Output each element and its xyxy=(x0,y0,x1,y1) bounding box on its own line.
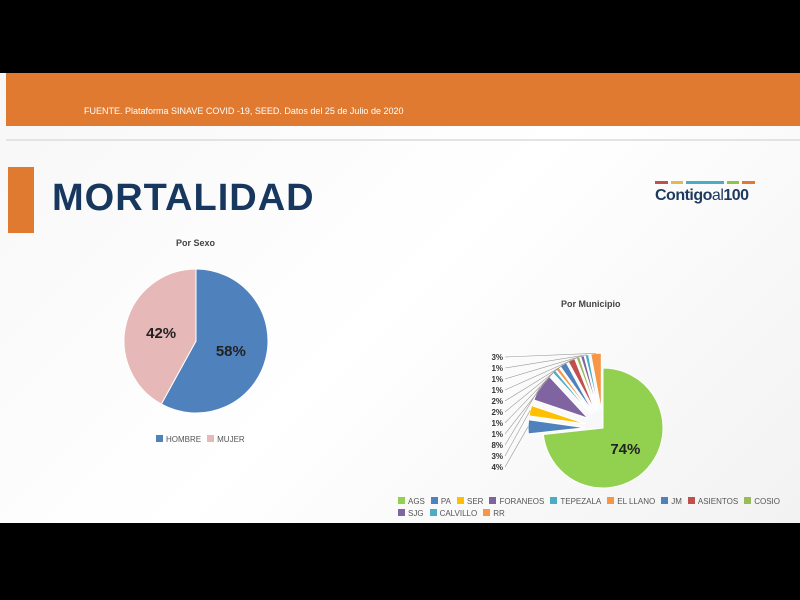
divider xyxy=(6,139,800,141)
data-label: 3% xyxy=(491,353,503,362)
data-label: 74% xyxy=(610,441,640,458)
legend-item: RR xyxy=(483,509,505,518)
data-label: 2% xyxy=(491,408,503,417)
data-label: 42% xyxy=(146,325,176,342)
logo-bar xyxy=(686,181,724,184)
leader-line xyxy=(504,357,578,391)
legend-item: ASIENTOS xyxy=(687,497,738,506)
slide: FUENTE. Plataforma SINAVE COVID -19, SEE… xyxy=(0,73,800,523)
legend-item: CALVILLO xyxy=(429,509,477,518)
chart-title-municipio: Por Municipio xyxy=(561,299,621,309)
legend-item: HOMBRE xyxy=(156,435,201,444)
data-label: 1% xyxy=(491,430,503,439)
legend-item: COSIO xyxy=(744,497,780,506)
data-label: 1% xyxy=(491,419,503,428)
leader-line xyxy=(504,353,597,358)
leader-line xyxy=(504,359,572,402)
data-label: 3% xyxy=(491,452,503,461)
page-title: MORTALIDAD xyxy=(52,177,315,219)
legend-item: JM xyxy=(661,497,682,506)
data-label: 8% xyxy=(491,441,503,450)
pie-slice-ser xyxy=(528,404,586,425)
data-label: 58% xyxy=(216,343,246,360)
legend-item: PA xyxy=(430,497,451,506)
legend-item: AGS xyxy=(398,497,425,506)
leader-line xyxy=(504,426,529,468)
data-label: 1% xyxy=(491,386,503,395)
logo-bar xyxy=(670,181,684,184)
pie-slice-rr xyxy=(590,352,602,411)
data-label: 2% xyxy=(491,397,503,406)
legend-item: TEPEZALA xyxy=(550,497,601,506)
legend-item: SER xyxy=(456,497,483,506)
accent-block xyxy=(8,167,34,233)
header-band: FUENTE. Plataforma SINAVE COVID -19, SEE… xyxy=(6,73,800,126)
leader-line xyxy=(504,364,564,413)
logo: Contigoal100 xyxy=(655,181,756,211)
leader-line xyxy=(504,354,587,369)
leader-line xyxy=(504,371,555,435)
leader-line xyxy=(504,410,531,457)
charts: 58% 42% 74% 4% 3% 8% 1% 1% 2% 2% 1% 1% 1% 3% xyxy=(123,268,664,489)
chart-title-sexo: Por Sexo xyxy=(176,238,216,248)
logo-bar xyxy=(742,181,756,184)
legend-item: SJG xyxy=(398,509,424,518)
legend-municipio: AGS PA SER FORANEOS TEPEZALA EL LLANO JM ASIENT… xyxy=(398,497,798,518)
data-label: 1% xyxy=(491,375,503,384)
data-label: 1% xyxy=(491,364,503,373)
legend-item: FORANEOS xyxy=(489,497,544,506)
pie-slice-ags xyxy=(542,367,664,489)
pie-slice-mujer xyxy=(123,268,197,405)
source-text: FUENTE. Plataforma SINAVE COVID -19, SEE… xyxy=(84,106,404,116)
logo-bar xyxy=(726,181,740,184)
data-label: 4% xyxy=(491,463,503,472)
logo-bar xyxy=(655,181,668,184)
legend-item: EL LLANO xyxy=(607,497,655,506)
legend-item: MUJER xyxy=(207,435,245,444)
legend-sexo: HOMBRE MUJER xyxy=(156,435,245,444)
pie-slice-pa xyxy=(527,419,586,435)
pie-slice-hombre xyxy=(160,268,269,414)
leader-line xyxy=(504,368,558,424)
leader-line xyxy=(504,355,583,380)
